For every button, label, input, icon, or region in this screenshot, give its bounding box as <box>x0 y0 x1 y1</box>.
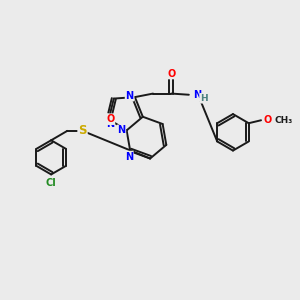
Text: O: O <box>264 115 272 125</box>
Text: N: N <box>125 152 133 162</box>
Text: N: N <box>125 91 134 100</box>
Text: S: S <box>78 124 87 137</box>
Text: Cl: Cl <box>46 178 56 188</box>
Text: H: H <box>200 94 208 103</box>
Text: N: N <box>106 119 114 129</box>
Text: N: N <box>117 125 125 135</box>
Text: O: O <box>167 68 176 79</box>
Text: N: N <box>193 90 201 100</box>
Text: O: O <box>106 114 114 124</box>
Text: CH₃: CH₃ <box>274 116 293 125</box>
